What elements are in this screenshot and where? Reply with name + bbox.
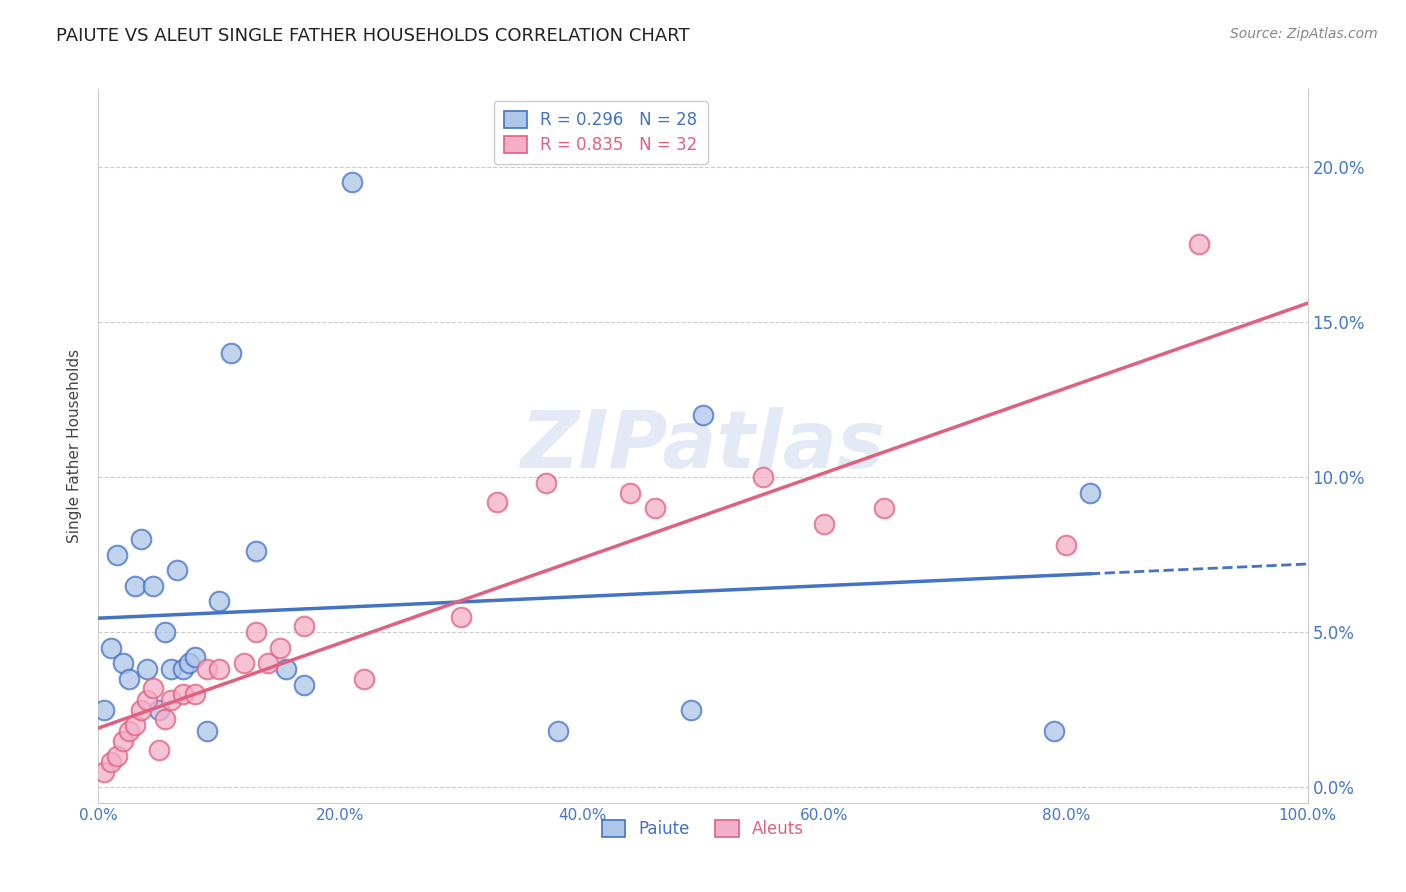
Point (105, 548, 128, 562)
Point (166, 563, 188, 577)
Text: Source: ZipAtlas.com: Source: ZipAtlas.com (1230, 27, 1378, 41)
Point (486, 495, 509, 509)
Point (172, 687, 194, 701)
Point (269, 640, 291, 655)
Point (813, 516, 835, 531)
Point (353, 672, 375, 686)
Point (245, 544, 267, 558)
Point (208, 594, 231, 608)
Legend: Paiute, Aleuts: Paiute, Aleuts (596, 813, 810, 845)
Point (124, 718, 146, 732)
Point (195, 724, 218, 739)
Point (111, 656, 134, 670)
Point (93, 703, 115, 717)
Point (153, 712, 176, 726)
Point (160, 693, 183, 707)
Point (111, 733, 134, 747)
Point (644, 501, 666, 516)
Y-axis label: Single Father Households: Single Father Households (67, 349, 83, 543)
Point (450, 609, 472, 624)
Point (547, 724, 569, 739)
Point (105, 749, 128, 764)
Point (93, 764, 115, 779)
Point (148, 743, 170, 757)
Point (692, 408, 714, 422)
Point (292, 678, 315, 692)
Point (179, 656, 201, 670)
Point (752, 470, 775, 484)
Point (1042, 724, 1064, 739)
Point (1188, 237, 1211, 252)
Point (619, 485, 641, 500)
Point (1054, 538, 1077, 552)
Point (679, 703, 702, 717)
Point (129, 703, 152, 717)
Point (245, 625, 267, 640)
Text: ZIPatlas: ZIPatlas (520, 407, 886, 485)
Point (160, 662, 183, 676)
Point (256, 656, 278, 670)
Point (184, 687, 207, 701)
Point (221, 346, 243, 360)
Point (148, 703, 170, 717)
Point (184, 650, 207, 665)
Point (195, 662, 218, 676)
Point (274, 662, 297, 676)
Point (534, 476, 557, 491)
Point (142, 681, 165, 695)
Point (873, 501, 896, 516)
Point (118, 724, 141, 739)
Point (172, 662, 194, 676)
Point (124, 579, 146, 593)
Point (118, 672, 141, 686)
Point (292, 619, 315, 633)
Point (342, 175, 364, 189)
Point (232, 656, 254, 670)
Point (208, 662, 231, 676)
Point (153, 625, 176, 640)
Text: PAIUTE VS ALEUT SINGLE FATHER HOUSEHOLDS CORRELATION CHART: PAIUTE VS ALEUT SINGLE FATHER HOUSEHOLDS… (56, 27, 690, 45)
Point (1078, 485, 1101, 500)
Point (135, 662, 157, 676)
Point (129, 532, 152, 546)
Point (100, 640, 122, 655)
Point (135, 693, 157, 707)
Point (142, 579, 165, 593)
Point (100, 756, 122, 770)
